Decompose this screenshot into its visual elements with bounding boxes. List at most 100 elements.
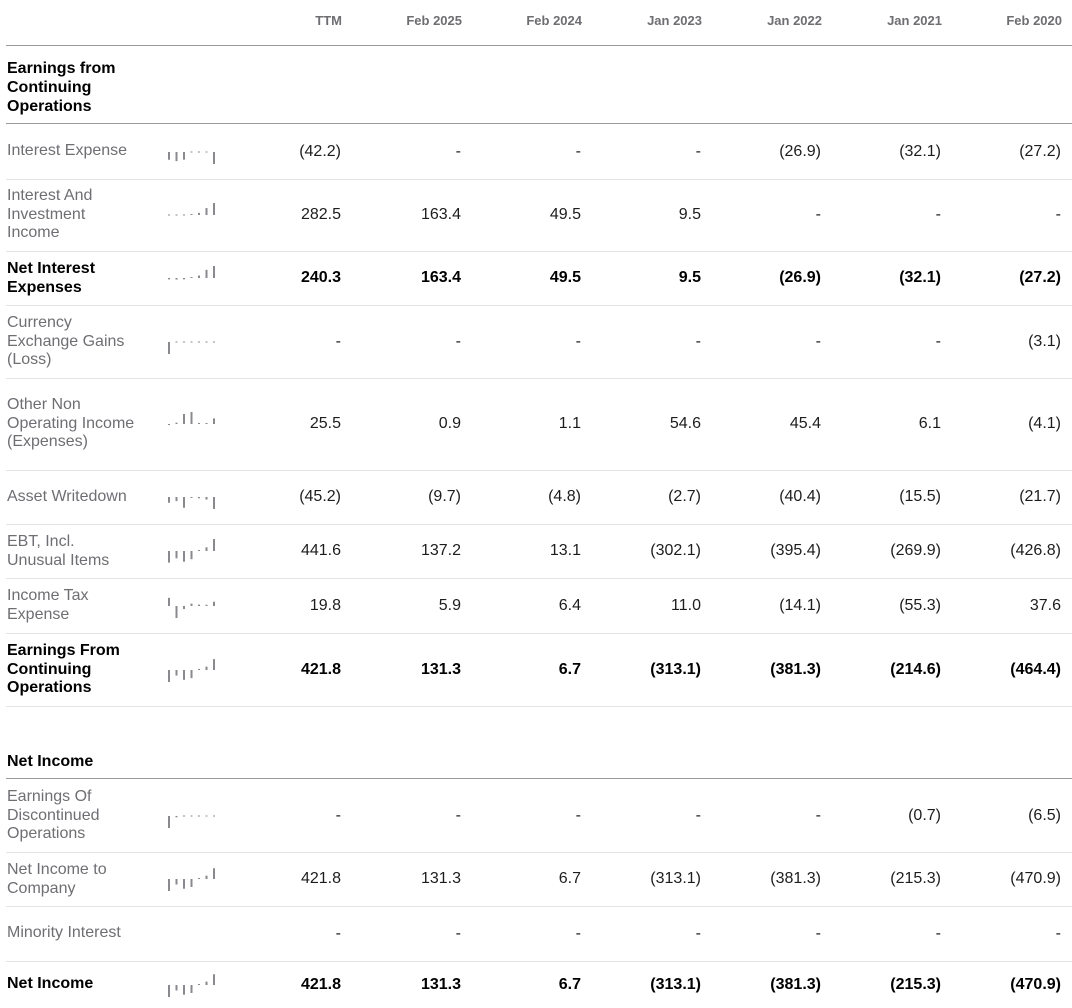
sparkline-bar: [213, 151, 215, 164]
cell-ttm: 25.5: [309, 415, 341, 432]
sparkline: [168, 597, 215, 618]
cell-ttm: 421.8: [300, 661, 341, 678]
sparkline-bar: [213, 418, 215, 424]
sparkline-bar: [175, 669, 178, 676]
row-divider: [6, 706, 1072, 707]
sparkline-bar: [198, 604, 200, 606]
cell-jan-2022: (395.4): [770, 542, 821, 559]
row-divider: [6, 305, 1072, 306]
sparkline-bar: [205, 981, 208, 985]
sparkline-bar: [190, 214, 193, 215]
row-label-net-interest-expenses: Net Interest Expenses: [7, 260, 96, 296]
cell-feb-2025: -: [455, 925, 461, 942]
sparkline-bar: [183, 214, 185, 216]
column-header-feb-2024: Feb 2024: [526, 13, 582, 28]
cell-jan-2022: -: [815, 206, 821, 223]
row-label-asset-writedown: Asset Writedown: [7, 488, 127, 505]
sparkline-bar: [213, 497, 215, 509]
sparkline-bar: [198, 668, 200, 670]
sparkline-bar: [213, 341, 215, 342]
column-header-jan-2021: Jan 2021: [887, 13, 942, 28]
sparkline-bar: [168, 497, 170, 503]
cell-feb-2020: (21.7): [1019, 488, 1061, 505]
cell-feb-2024: 49.5: [549, 206, 581, 223]
row-label-earnings-of-discontinued-operations: Earnings Of Discontinued Operations: [7, 788, 100, 842]
cell-feb-2025: -: [455, 333, 461, 350]
sparkline-bar: [213, 815, 215, 816]
table-row: Net Income 421.8 131.3 6.7 (313.1) (381.3) (21…: [0, 961, 1072, 1008]
sparkline: [168, 203, 215, 216]
sparkline-bar: [175, 497, 178, 502]
cell-jan-2023: (313.1): [650, 661, 701, 678]
cell-jan-2022: (26.9): [779, 143, 821, 160]
sparkline-bar: [183, 414, 185, 424]
cell-jan-2023: -: [695, 143, 701, 160]
sparkline-bar: [190, 815, 193, 816]
table-row: Income Tax Expense 19.8 5.9 6.4 11.0 (14.1) (5…: [0, 578, 1072, 633]
sparkline-bar: [183, 815, 185, 816]
sparkline-bar: [183, 497, 185, 508]
row-divider: [6, 633, 1072, 634]
sparkline: [168, 868, 215, 891]
sparkline-bar: [183, 984, 185, 995]
row-label-ebt-incl-unusual-items: EBT, Incl. Unusual Items: [7, 533, 110, 569]
cell-jan-2023: -: [695, 925, 701, 942]
sparkline-bar: [175, 341, 178, 342]
table-row: Interest And Investment Income 282.5 163.4…: [0, 179, 1072, 251]
column-header-feb-2025: Feb 2025: [406, 13, 462, 28]
sparkline-bar: [168, 551, 170, 563]
sparkline-bar: [198, 550, 200, 551]
section-title-net-income: Net Income: [7, 753, 94, 770]
cell-jan-2023: 9.5: [678, 269, 701, 286]
cell-ttm: -: [335, 807, 341, 824]
row-divider: [6, 578, 1072, 579]
cell-ttm: -: [335, 333, 341, 350]
sparkline-bar: [205, 151, 208, 152]
row-divider: [6, 524, 1072, 525]
cell-jan-2021: (32.1): [899, 143, 941, 160]
sparkline-bar: [213, 658, 215, 670]
row-divider: [6, 378, 1072, 379]
column-header-jan-2023: Jan 2023: [647, 13, 702, 28]
sparkline: [168, 151, 215, 164]
cell-jan-2021: (32.1): [899, 269, 941, 286]
sparkline-bar: [168, 669, 170, 682]
sparkline: [168, 341, 215, 354]
sparkline-bar: [198, 423, 200, 424]
cell-feb-2020: (464.4): [1010, 661, 1061, 678]
sparkline-bar: [183, 341, 185, 342]
sparkline-bar: [168, 597, 170, 606]
sparkline-bar: [175, 815, 178, 817]
sparkline-bar: [190, 603, 193, 606]
sparkline-bar: [190, 277, 193, 278]
cell-jan-2021: -: [935, 333, 941, 350]
cell-jan-2023: -: [695, 807, 701, 824]
cell-jan-2022: -: [815, 925, 821, 942]
cell-feb-2025: 163.4: [420, 206, 461, 223]
sparkline: [168, 973, 215, 997]
sparkline-bar: [198, 497, 200, 499]
sparkline: [168, 412, 215, 425]
sparkline-bar: [213, 539, 215, 551]
cell-jan-2022: (381.3): [770, 976, 821, 993]
sparkline-bar: [175, 278, 178, 280]
sparkline-bar: [205, 815, 208, 816]
sparkline-bar: [190, 879, 193, 887]
cell-jan-2022: -: [815, 807, 821, 824]
sparkline: [168, 497, 215, 509]
sparkline-bar: [213, 601, 215, 606]
sparkline-bar: [198, 341, 200, 342]
row-divider: [6, 961, 1072, 962]
cell-ttm: 421.8: [300, 976, 341, 993]
cell-feb-2020: (3.1): [1028, 333, 1061, 350]
row-label-minority-interest: Minority Interest: [7, 924, 121, 941]
sparkline-bar: [183, 669, 185, 680]
cell-feb-2024: 13.1: [549, 542, 581, 559]
cell-jan-2021: (215.3): [890, 870, 941, 887]
cell-feb-2025: 131.3: [420, 661, 461, 678]
cell-feb-2020: (470.9): [1010, 870, 1061, 887]
row-label-earnings-from-continuing-operations: Earnings From Continuing Operations: [7, 642, 120, 696]
row-label-other-non-operating-income-expenses: Other Non Operating Income (Expenses): [7, 396, 135, 450]
table-row: Net Interest Expenses 240.3 163.4 49.5 9.5 (2…: [0, 251, 1072, 305]
cell-jan-2022: (381.3): [770, 661, 821, 678]
